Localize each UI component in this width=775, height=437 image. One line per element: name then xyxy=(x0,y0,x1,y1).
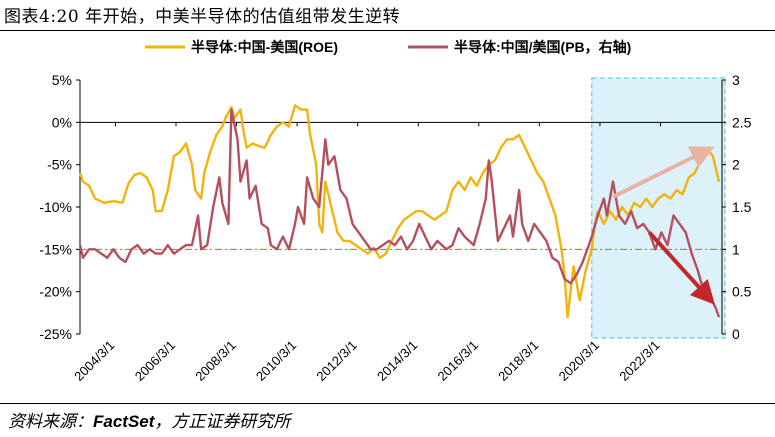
y-right-tick-label: 0 xyxy=(732,326,740,342)
title-rule xyxy=(0,30,775,31)
y-left-tick-label: 0% xyxy=(52,114,72,130)
legend-label: 半导体:中国/美国(PB，右轴) xyxy=(454,39,631,55)
legend: 半导体:中国-美国(ROE) 半导体:中国/美国(PB，右轴) xyxy=(145,39,631,55)
legend-label: 半导体:中国-美国(ROE) xyxy=(191,39,338,55)
y-left-tick-label: 5% xyxy=(52,72,72,88)
arrow-down xyxy=(647,231,715,305)
x-tick-label: 2012/3/1 xyxy=(313,338,359,384)
y-right-tick-label: 2.5 xyxy=(732,114,752,130)
source-brand: FactSet xyxy=(93,412,155,431)
chart-svg: 5% 0% -5% -10% -15% -20% -25% 3 2.5 2 1.5 1 0.5 0 2004… xyxy=(39,39,752,384)
x-tick-label: 2016/3/1 xyxy=(435,338,481,384)
source-rule xyxy=(0,403,775,404)
y-left-tick-label: -15% xyxy=(39,241,72,257)
x-tick-label: 2014/3/1 xyxy=(374,338,420,384)
y-right-tick-label: 2 xyxy=(732,157,740,173)
y-left-tick-label: -5% xyxy=(47,157,72,173)
x-tick-label: 2018/3/1 xyxy=(495,338,541,384)
source-note: 资料来源：FactSet，方正证券研究所 xyxy=(8,407,290,432)
y-right-tick-label: 0.5 xyxy=(732,284,752,300)
x-tick-label: 2008/3/1 xyxy=(192,338,238,384)
series-line-roe xyxy=(78,104,721,319)
y-left-tick-label: -10% xyxy=(39,199,72,215)
y-left-tick-label: -25% xyxy=(39,326,72,342)
y-right-tick-label: 3 xyxy=(732,72,740,88)
arrow-up xyxy=(612,146,715,199)
source-prefix: 资料来源： xyxy=(8,412,93,432)
y-right-tick-label: 1 xyxy=(732,241,740,257)
source-suffix: ，方正证券研究所 xyxy=(154,412,291,432)
highlight-region xyxy=(591,77,726,339)
x-tick-label: 2006/3/1 xyxy=(132,338,178,384)
x-tick-label: 2022/3/1 xyxy=(616,338,662,384)
x-tick-label: 2010/3/1 xyxy=(253,338,299,384)
x-tick-label: 2020/3/1 xyxy=(556,338,602,384)
y-left-tick-label: -20% xyxy=(39,284,72,300)
series-line-pb xyxy=(78,108,721,318)
y-right-tick-label: 1.5 xyxy=(732,199,752,215)
x-tick-label: 2004/3/1 xyxy=(71,338,117,384)
chart-title: 图表4:20 年开始，中美半导体的估值组带发生逆转 xyxy=(4,7,401,27)
